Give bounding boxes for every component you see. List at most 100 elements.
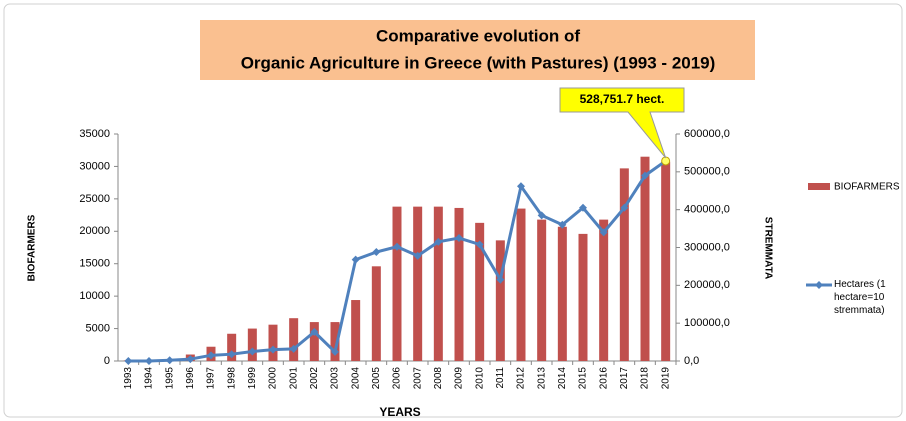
annotation: 528,751.7 hect.	[580, 92, 665, 106]
x-tick-label: 2015	[578, 367, 589, 390]
x-tick-label: 2013	[536, 367, 547, 390]
x-tick-label: 1997	[206, 367, 217, 390]
x-tick-label: 2016	[598, 367, 609, 390]
y-tick-label: 35000	[79, 128, 110, 140]
y-tick-label: 25000	[79, 193, 110, 205]
y2-tick-label: 0,0	[684, 355, 699, 367]
y-axis-label: BIOFARMERS	[27, 214, 38, 281]
line-marker	[351, 255, 360, 264]
bar	[516, 208, 526, 361]
line-marker	[124, 357, 133, 365]
line-marker	[496, 275, 505, 284]
legend-label: BIOFARMERS	[834, 182, 900, 193]
bar	[599, 219, 609, 361]
x-tick-label: 2018	[640, 367, 651, 390]
line-marker	[434, 237, 443, 246]
y-tick-label: 30000	[79, 160, 110, 172]
bar	[557, 226, 567, 361]
legend-swatch	[808, 183, 830, 190]
line-marker	[227, 350, 236, 359]
y-tick-label: 15000	[79, 258, 110, 270]
bar	[537, 219, 547, 361]
x-tick-label: 1999	[247, 367, 258, 390]
line-marker	[207, 351, 215, 360]
line-marker	[641, 171, 649, 180]
y2-axis-label: STREMMATA	[762, 217, 773, 279]
y2-tick-label: 200000,0	[684, 279, 730, 291]
x-tick-label: 2000	[268, 367, 279, 390]
bar	[433, 206, 443, 361]
x-tick-label: 2003	[330, 367, 341, 390]
bar	[392, 206, 402, 361]
line-marker	[475, 240, 484, 249]
x-tick-label: 2010	[474, 367, 485, 390]
bar	[578, 233, 588, 361]
y2-tick-label: 300000,0	[684, 241, 730, 253]
bar	[371, 266, 381, 361]
y2-tick-label: 600000,0	[684, 128, 730, 140]
line-marker	[310, 327, 319, 336]
y-tick-label: 0	[104, 355, 110, 367]
line-marker	[599, 228, 608, 237]
bar	[330, 322, 340, 361]
y-tick-label: 5000	[86, 322, 110, 334]
line-marker	[558, 220, 567, 229]
chart-title: Organic Agriculture in Greece (with Past…	[241, 53, 716, 72]
x-axis-label: YEARS	[379, 405, 420, 419]
bar	[309, 322, 319, 361]
line-marker	[145, 357, 153, 365]
chart-title: Comparative evolution of	[376, 26, 580, 45]
y-tick-label: 20000	[79, 225, 110, 237]
x-tick-label: 2001	[288, 367, 299, 390]
x-tick-label: 1995	[164, 367, 175, 390]
line-marker	[372, 248, 381, 257]
x-tick-label: 2007	[412, 367, 423, 390]
y-tick-label: 10000	[79, 290, 110, 302]
line-marker	[269, 345, 277, 354]
x-tick-label: 2004	[350, 367, 361, 390]
bar	[351, 300, 361, 361]
bar	[413, 206, 423, 361]
x-tick-label: 1996	[185, 367, 196, 390]
x-tick-label: 2011	[495, 367, 506, 389]
y2-tick-label: 400000,0	[684, 204, 730, 216]
bar	[640, 156, 650, 361]
x-tick-label: 2005	[371, 367, 382, 390]
bar	[475, 222, 485, 361]
bar	[227, 333, 237, 361]
line-marker	[165, 356, 174, 365]
line-marker	[517, 182, 525, 191]
x-tick-label: 2006	[392, 367, 403, 390]
x-tick-label: 2014	[557, 367, 568, 390]
line-marker	[413, 251, 422, 260]
x-tick-label: 2008	[433, 367, 444, 390]
line-marker	[186, 355, 195, 364]
bar	[268, 324, 278, 361]
x-tick-label: 1994	[144, 367, 155, 390]
y2-tick-label: 100000,0	[684, 317, 730, 329]
line-marker	[331, 347, 339, 356]
bar	[454, 207, 464, 361]
x-tick-label: 2009	[454, 367, 465, 390]
x-tick-label: 2019	[660, 367, 671, 390]
x-tick-label: 1993	[123, 367, 134, 390]
line-marker	[248, 347, 257, 356]
title-box	[200, 20, 755, 80]
x-tick-label: 2017	[619, 367, 630, 390]
legend-label: Hectares (1 hectare=10 stremmata)	[834, 279, 886, 316]
bar	[619, 168, 629, 361]
bar	[247, 328, 257, 361]
bar	[289, 318, 299, 361]
x-tick-label: 1998	[226, 367, 237, 390]
highlight-point	[661, 156, 671, 166]
line-marker	[289, 344, 298, 353]
callout	[559, 87, 685, 159]
legend-swatch	[815, 281, 823, 289]
line-marker	[455, 234, 463, 243]
x-tick-label: 2002	[309, 367, 320, 390]
bar	[661, 161, 671, 361]
x-tick-label: 2012	[516, 367, 527, 390]
y2-tick-label: 500000,0	[684, 166, 730, 178]
line-marker	[393, 242, 401, 251]
